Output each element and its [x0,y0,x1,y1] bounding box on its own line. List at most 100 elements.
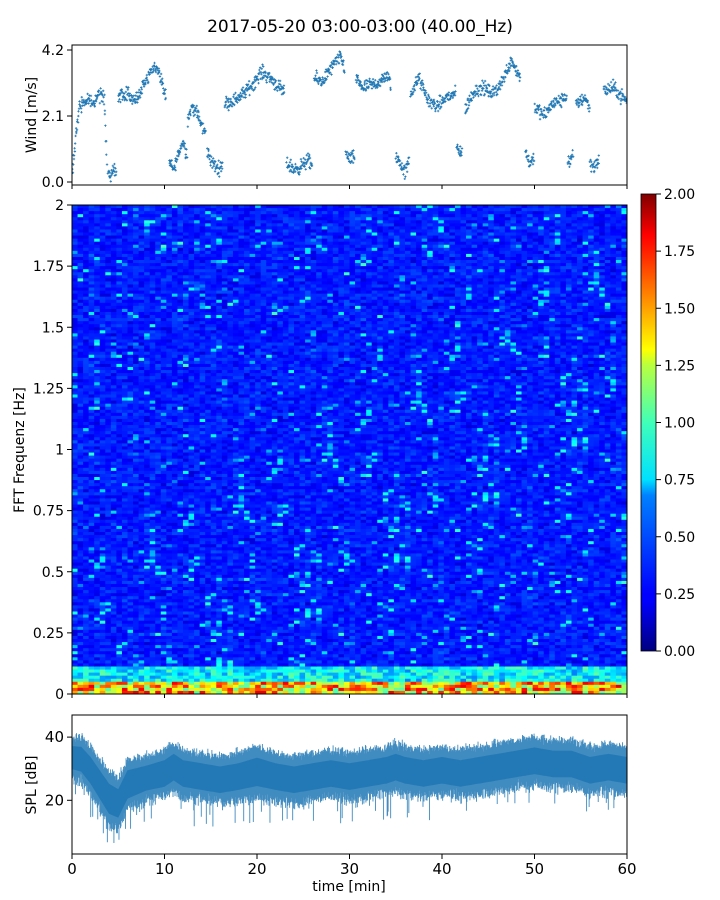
wind-point [298,170,302,174]
spectrogram-cell [116,287,123,292]
spectrogram-cell [99,629,106,634]
spectrogram-cell [144,486,151,490]
spectrogram-cell [121,412,129,417]
spectrogram-cell [99,620,106,625]
spectrogram-cell [77,290,84,295]
spectrogram-cell [166,452,173,457]
spectrogram-cell [138,467,145,472]
spectrogram-cell [110,501,117,506]
spectrogram-cell [99,544,106,548]
spectrogram-cell [121,648,129,652]
spectrogram-cell [110,400,117,405]
spectrogram-cell [110,345,117,350]
spectrogram-cell [138,406,145,411]
spectrogram-cell [110,412,117,417]
spectrogram-cell [183,412,190,417]
spectrogram-cell [155,366,162,371]
spectrogram-cell [121,244,129,249]
spectrogram-cell [144,232,151,237]
spectrogram-cell [77,339,84,344]
spectrogram-cell [72,324,79,328]
wind-point [580,93,584,97]
spectrogram-cell [94,608,101,613]
spectrogram-cell [138,400,145,405]
wind-point [352,156,356,159]
spectrogram-cell [138,327,145,331]
spectrogram-cell [177,642,184,646]
spectrogram-cell [94,409,101,414]
spectrogram-cell [127,409,134,414]
wind-point [527,154,530,158]
spectrogram-cell [155,544,162,548]
spectrogram-cell [127,452,134,457]
spectrogram-cell [171,657,179,661]
spectrogram-cell [121,342,129,347]
wind-point [257,78,260,81]
wind-point [386,79,389,82]
wind-point [368,77,371,80]
spectrogram-cell [127,608,134,613]
spectrogram-cell [94,510,101,515]
wind-point [380,80,384,84]
spectrogram-cell [183,284,190,289]
spectrogram-cell [77,342,84,347]
spectrogram-cell [177,501,184,506]
spectrogram-cell [105,269,112,273]
wind-point [194,107,198,110]
spectrogram-cell [83,535,90,539]
wind-point [491,95,494,98]
spectrogram-cell [72,418,79,423]
spectrogram-cell [88,333,95,338]
wind-point [325,77,328,81]
spectrogram-cell [116,651,123,655]
spectrogram-cell [99,562,106,567]
spectrogram-cell [155,684,162,689]
spectrogram-cell [94,214,101,218]
wind-point [589,158,592,162]
spectrogram-cell [149,406,156,411]
spectrogram-cell [155,504,162,509]
spectrogram-cell [105,553,112,558]
spectrogram-cell [138,629,145,634]
spectrogram-cell [110,690,117,694]
spectrogram-cell [105,363,112,368]
spectrogram-cell [177,388,184,393]
wind-point [288,161,292,164]
spectrogram-cell [149,305,156,310]
spectrogram-cell [155,357,162,362]
spectrogram-cell [116,541,123,545]
spectrogram-cell [121,620,129,625]
spectrogram-cell [138,311,145,316]
spectrogram-cell [149,229,156,234]
spectrogram-cell [110,229,117,234]
spectrogram-cell [83,434,90,438]
spectrogram-cell [88,498,95,503]
spectrogram-cell [94,351,101,356]
spectrogram-cell [116,492,123,496]
wind-point [280,85,283,88]
spectrogram-cell [99,284,106,289]
wind-point [321,78,325,81]
spectrogram-cell [77,330,84,334]
spectrogram-cell [133,669,140,674]
spectrogram-cell [121,455,129,460]
spectrogram-cell [183,311,190,316]
spectrogram-cell [116,513,123,518]
spectrogram-cell [77,559,84,564]
spectrogram-cell [133,666,140,671]
wind-point [159,78,163,82]
spectrogram-cell [177,489,184,493]
spectrogram-cell [155,690,162,694]
spectrogram-cell [121,687,129,692]
spectrogram-cell [94,205,101,209]
spectrogram-cell [116,284,123,289]
spectrogram-cell [83,651,90,655]
spectrogram-cell [72,232,79,237]
spectrogram-cell [160,477,167,481]
wind-point [474,90,477,93]
spectrogram-cell [177,321,184,325]
spectrogram-cell [99,492,106,496]
spectrogram-cell [155,247,162,252]
wind-point [248,87,251,90]
spectrogram-cell [94,617,101,622]
